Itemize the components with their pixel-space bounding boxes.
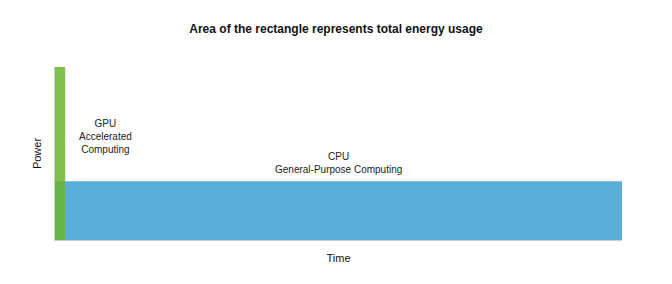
svg-text:CPUGeneral-Purpose Computing: CPUGeneral-Purpose Computing	[275, 151, 402, 175]
svg-text:Time: Time	[326, 252, 350, 264]
svg-text:Area of the rectangle represen: Area of the rectangle represents total e…	[189, 22, 483, 36]
svg-text:Power: Power	[31, 138, 43, 170]
svg-text:GPUAcceleratedComputing: GPUAcceleratedComputing	[79, 118, 132, 155]
